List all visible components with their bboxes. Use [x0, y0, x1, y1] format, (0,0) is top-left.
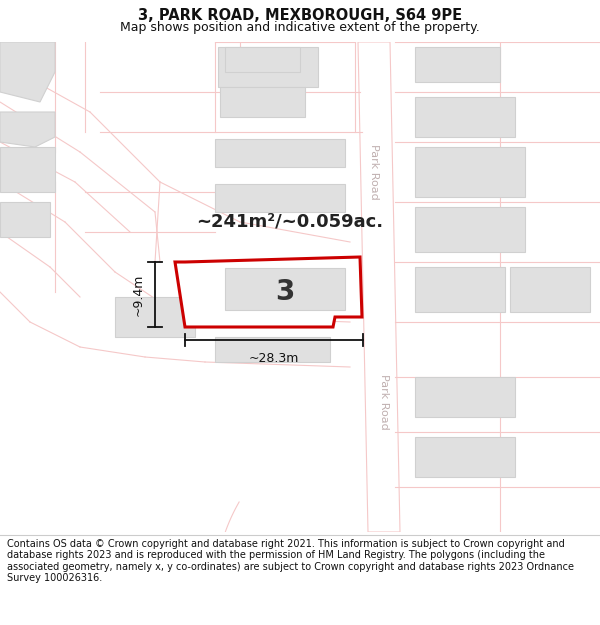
Polygon shape — [0, 112, 55, 147]
Text: ~9.4m: ~9.4m — [132, 273, 145, 316]
Text: Contains OS data © Crown copyright and database right 2021. This information is : Contains OS data © Crown copyright and d… — [7, 539, 574, 583]
Text: ~28.3m: ~28.3m — [249, 352, 299, 365]
Bar — [225, 47, 300, 72]
Text: ~241m²/~0.059ac.: ~241m²/~0.059ac. — [196, 213, 383, 231]
Bar — [218, 47, 318, 87]
Bar — [415, 437, 515, 477]
Bar — [215, 139, 345, 167]
Polygon shape — [0, 42, 55, 102]
Bar — [415, 377, 515, 417]
Bar — [0, 202, 50, 237]
Bar — [215, 284, 345, 312]
Bar — [415, 147, 525, 197]
Bar — [415, 267, 505, 312]
Bar — [510, 267, 590, 312]
Bar — [215, 184, 345, 212]
Polygon shape — [358, 42, 400, 532]
Text: Map shows position and indicative extent of the property.: Map shows position and indicative extent… — [120, 21, 480, 34]
Text: 3, PARK ROAD, MEXBOROUGH, S64 9PE: 3, PARK ROAD, MEXBOROUGH, S64 9PE — [138, 8, 462, 23]
Bar — [415, 47, 500, 82]
Bar — [220, 87, 305, 117]
Bar — [415, 97, 515, 137]
Bar — [415, 207, 525, 252]
Bar — [225, 268, 345, 310]
Text: Park Road: Park Road — [379, 374, 389, 430]
Text: 3: 3 — [275, 278, 295, 306]
Polygon shape — [175, 257, 362, 327]
Text: Park Road: Park Road — [369, 144, 379, 200]
Bar — [115, 297, 195, 337]
Bar — [0, 147, 55, 192]
Bar — [215, 337, 330, 362]
